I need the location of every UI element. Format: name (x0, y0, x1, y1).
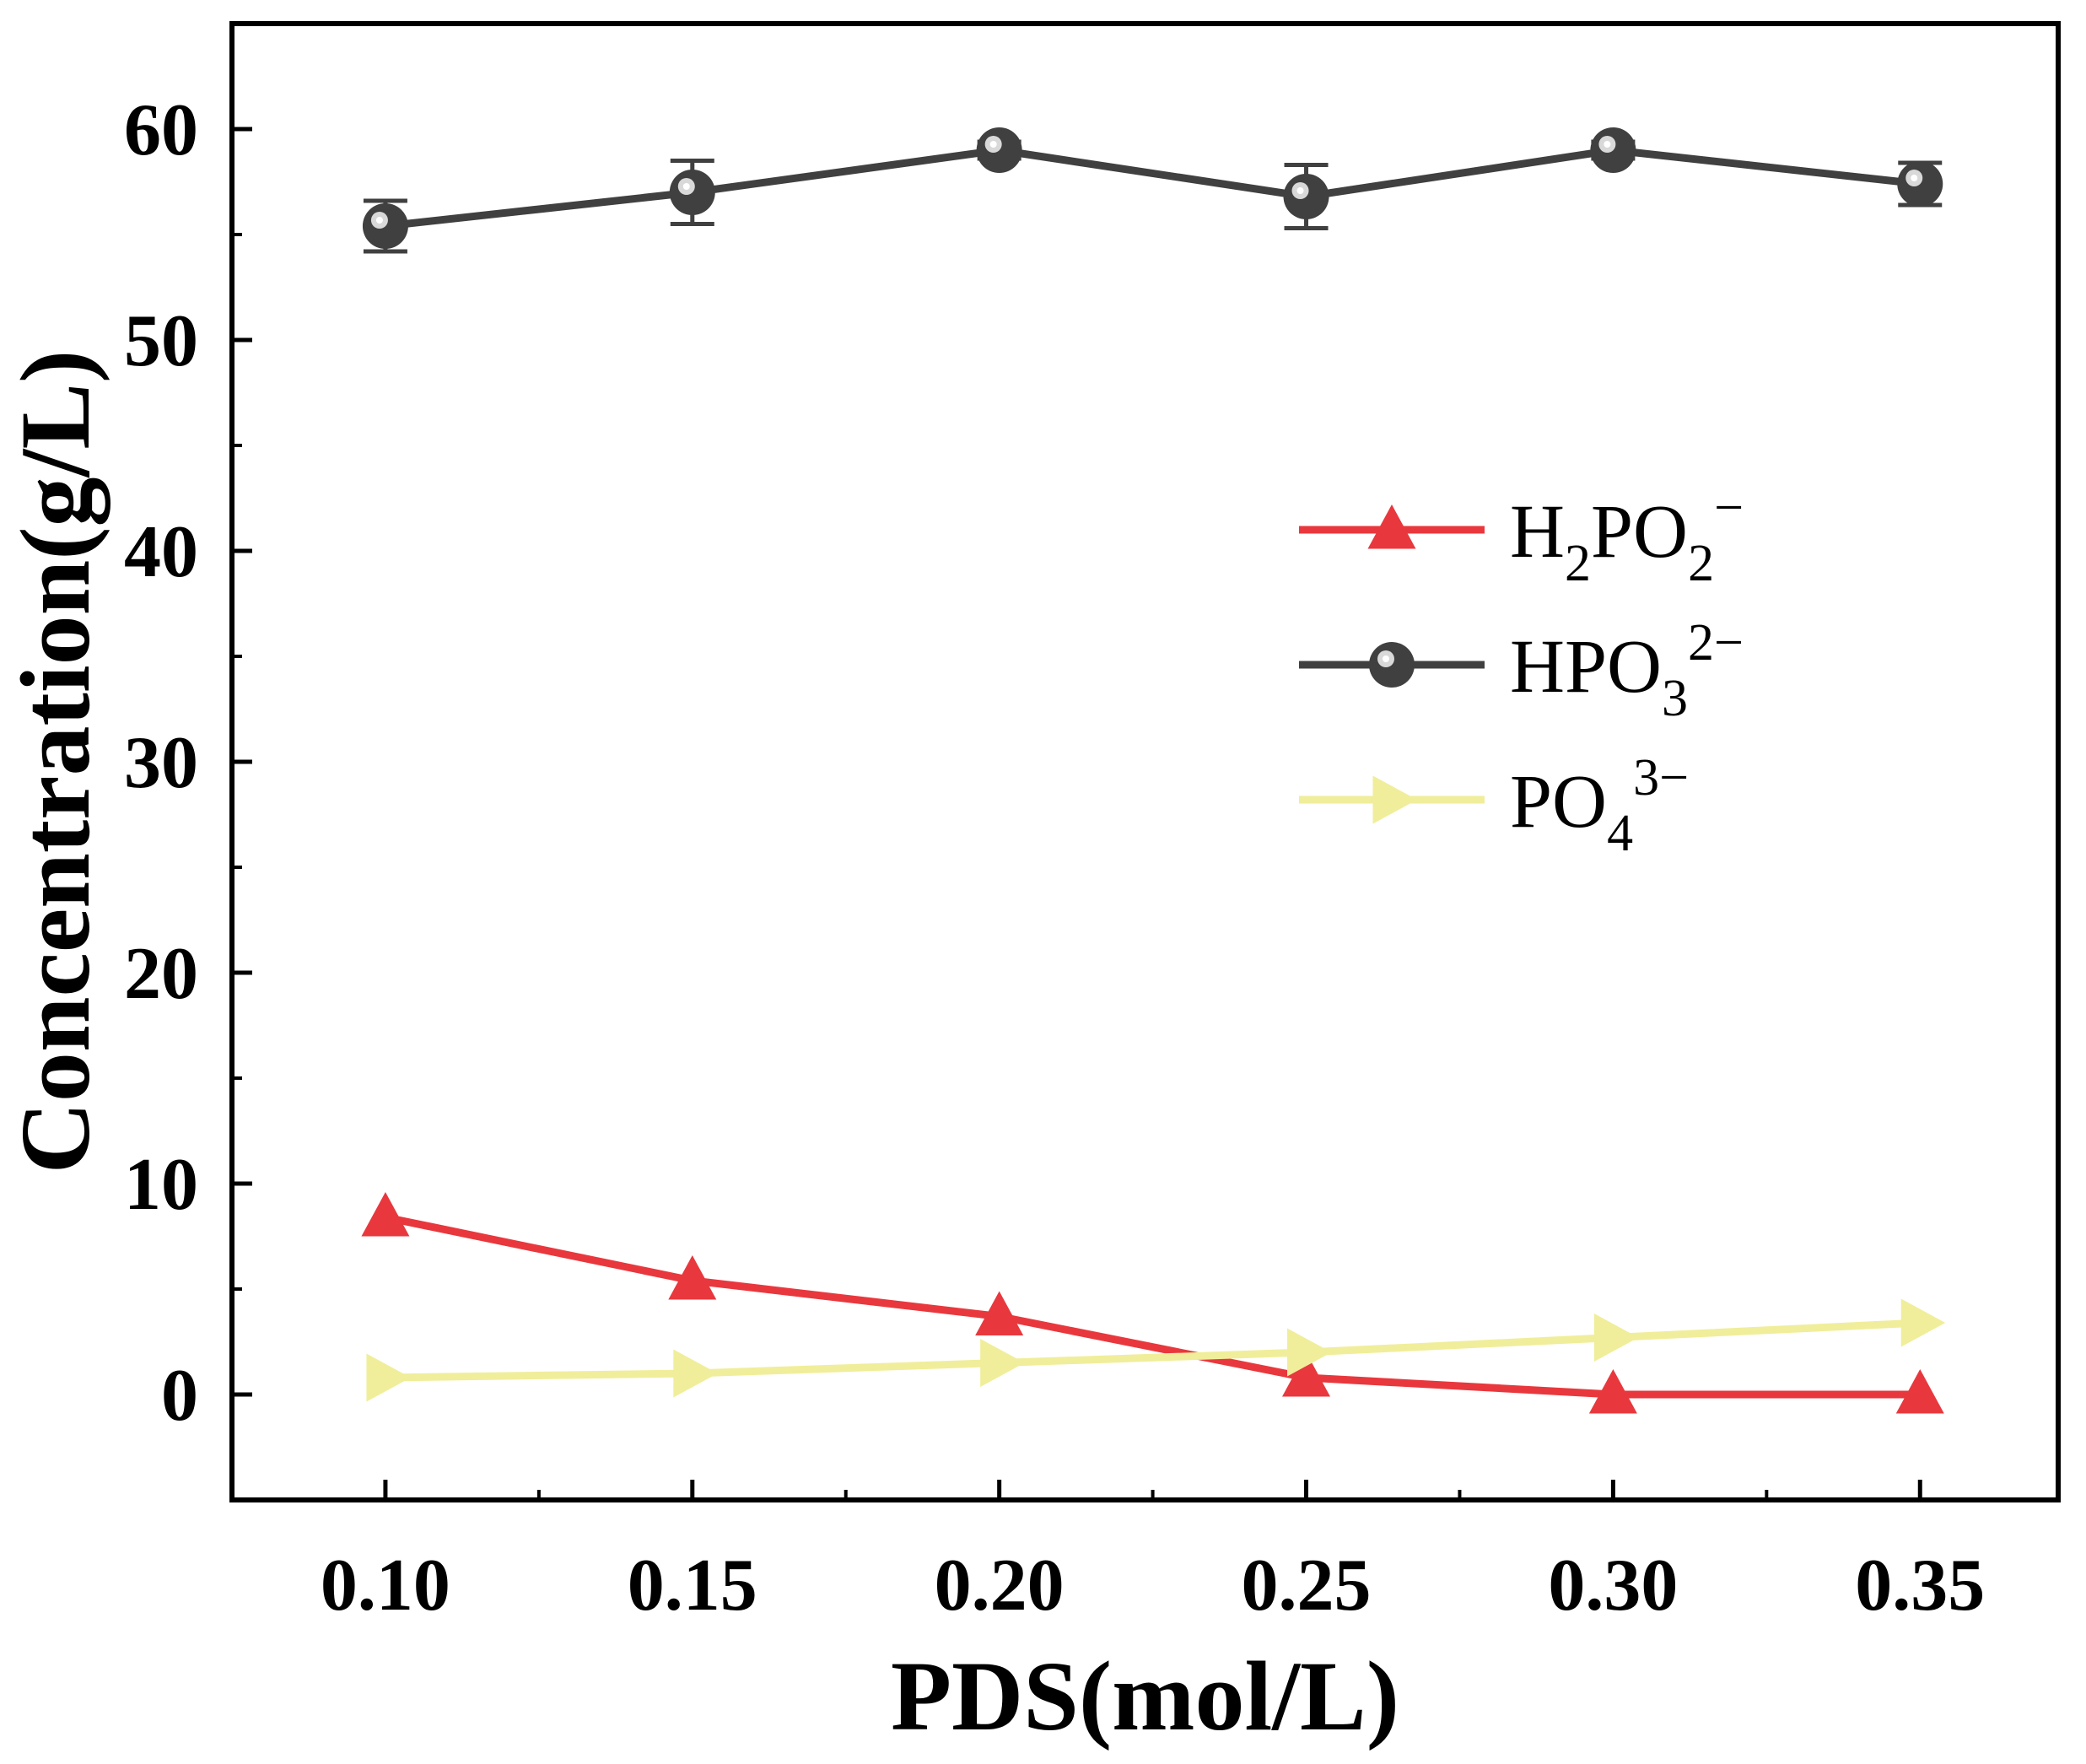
data-point-highlight-core (1296, 187, 1304, 194)
legend-item: HPO32− (1299, 614, 1744, 727)
legend-label-part: 3 (1662, 670, 1688, 727)
y-tick-label: 40 (124, 511, 198, 593)
legend-marker (1372, 775, 1417, 824)
legend-label-part: 4 (1607, 805, 1633, 862)
series-layer (361, 127, 1946, 1414)
legend-label-part: 2− (1688, 614, 1744, 672)
legend-label-part: 2 (1688, 535, 1714, 592)
x-tick-label: 0.15 (628, 1545, 757, 1626)
legend-label: PO43− (1510, 749, 1689, 862)
series-line (385, 146, 1921, 230)
y-tick-label: 60 (124, 89, 198, 171)
data-point (1593, 1314, 1639, 1362)
data-point (1282, 1352, 1331, 1397)
data-point (1895, 1369, 1944, 1414)
legend-marker (1367, 504, 1416, 549)
x-tick-label: 0.35 (1855, 1545, 1985, 1626)
data-point-highlight-core (1604, 141, 1611, 148)
data-point (1588, 1369, 1637, 1414)
legend-label-part: PO (1510, 760, 1607, 844)
x-tick-label: 0.20 (935, 1545, 1065, 1626)
data-point-highlight-core (375, 217, 383, 224)
x-tick-label: 0.30 (1548, 1545, 1678, 1626)
data-point (1287, 1328, 1332, 1377)
legend: H2PO2−HPO32−PO43− (1299, 479, 1744, 862)
series-triangle-up (361, 1192, 1944, 1414)
data-point (668, 1255, 717, 1300)
series-triangle-right (366, 1298, 1946, 1402)
legend-label-part: 3− (1633, 749, 1689, 806)
data-point (366, 1353, 411, 1402)
legend-label-part: PO (1591, 490, 1688, 574)
y-tick-label: 10 (124, 1144, 198, 1226)
series-line (385, 1319, 1921, 1382)
data-point (975, 1291, 1024, 1335)
x-tick-label: 0.25 (1242, 1545, 1372, 1626)
y-axis-title: Concentration(g/L) (0, 350, 110, 1174)
y-tick-label: 30 (124, 722, 198, 804)
legend-label-part: H (1510, 490, 1565, 574)
legend-label-part: HPO (1510, 625, 1662, 709)
data-point (673, 1349, 718, 1398)
data-point (1900, 1298, 1946, 1347)
data-point-highlight-core (682, 183, 690, 190)
legend-marker-highlight-core (1383, 655, 1389, 662)
legend-item: H2PO2− (1299, 479, 1744, 592)
y-tick-label: 0 (161, 1355, 198, 1437)
axes-layer: 0.10 0.15 0.20 0.25 0.30 0.35 0 10 20 30 40 50 60 (124, 22, 1985, 1626)
legend-item: PO43− (1299, 749, 1689, 862)
data-point-highlight-core (1911, 175, 1918, 181)
y-tick-label: 50 (124, 300, 198, 382)
data-point (980, 1339, 1025, 1387)
x-tick-label: 0.10 (321, 1545, 450, 1626)
series-line (385, 1213, 1921, 1399)
legend-label-part: − (1714, 479, 1744, 537)
legend-label: HPO32− (1510, 614, 1744, 727)
y-tick-label: 20 (124, 933, 198, 1015)
x-axis-title: PDS(mol/L) (891, 1641, 1399, 1751)
data-point-highlight-core (989, 141, 997, 148)
data-point (361, 1192, 410, 1237)
legend-label: H2PO2− (1510, 479, 1744, 592)
series-circle (362, 127, 1943, 254)
legend-label-part: 2 (1565, 535, 1591, 592)
